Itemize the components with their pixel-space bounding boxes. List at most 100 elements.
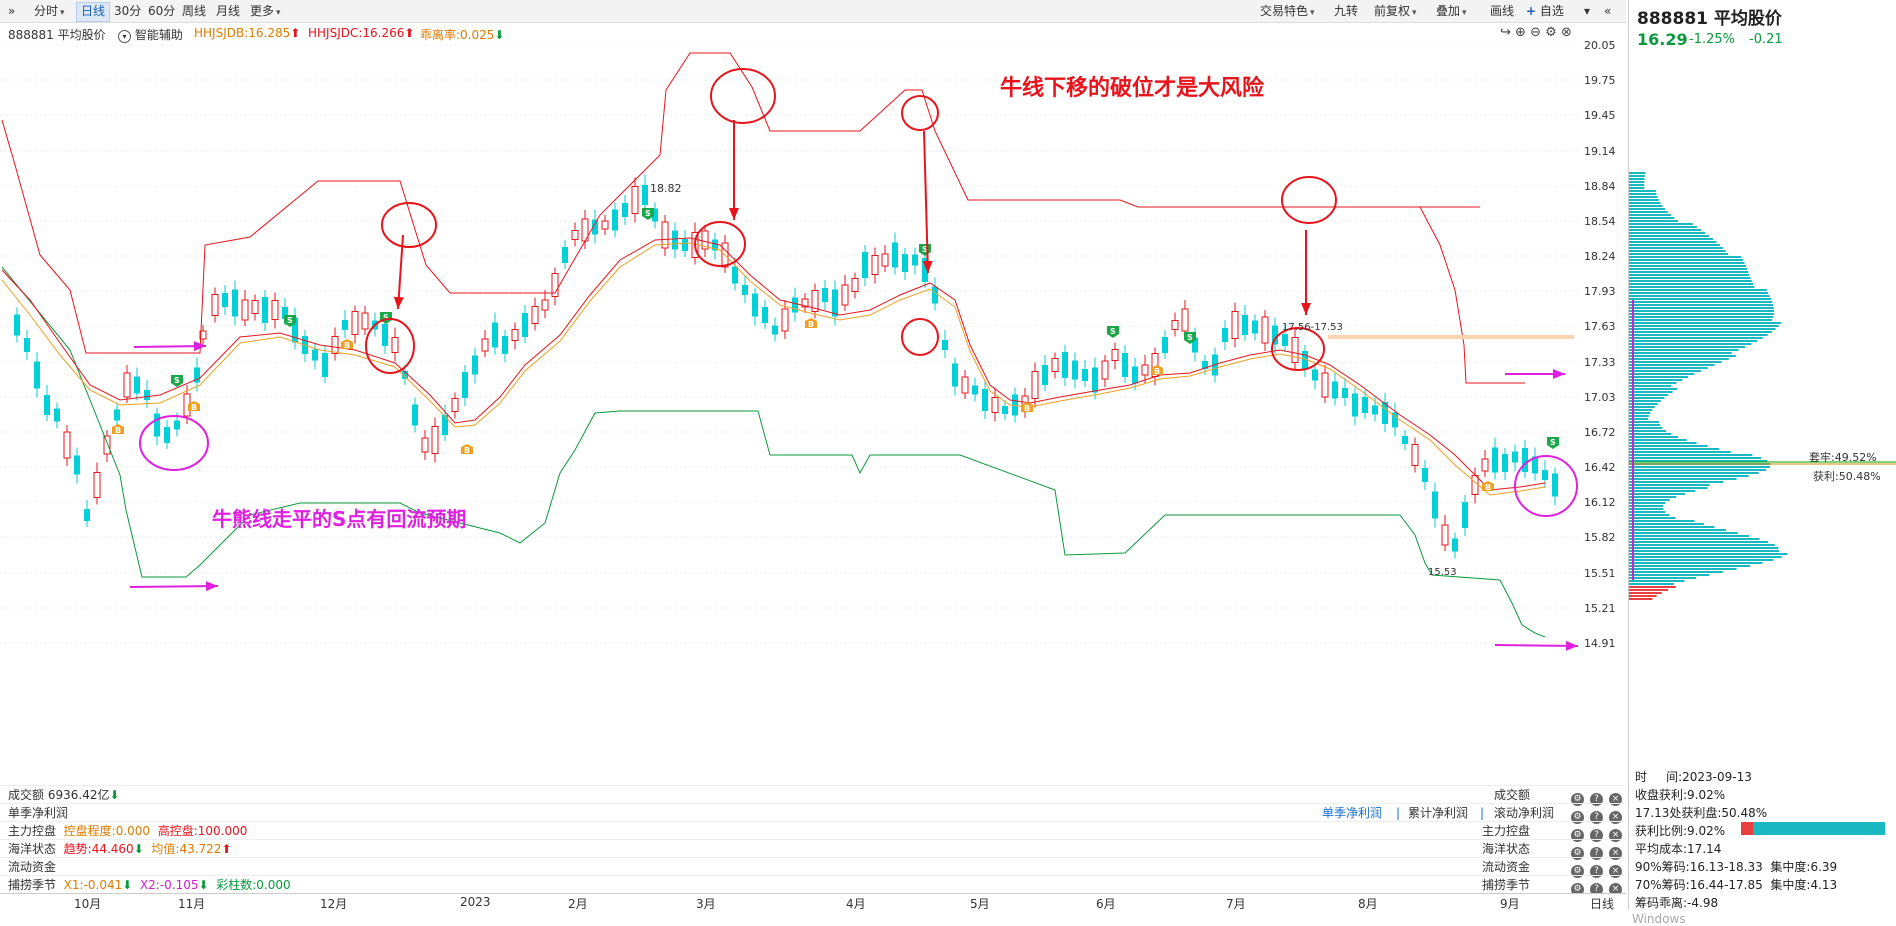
period-monthly-button[interactable]: 月线 [216, 4, 241, 18]
hhjsjdc-value: HHJSJDC:16.266⬆ [308, 26, 415, 40]
candle-body [103, 435, 111, 455]
period-60min-button[interactable]: 60分 [148, 4, 176, 18]
add-watchlist-button[interactable]: + 自选 [1526, 4, 1564, 18]
candle-body [1392, 412, 1398, 428]
annotation-arrow [397, 234, 404, 310]
candle-body [991, 397, 999, 413]
watchlist-dropdown-icon[interactable]: ▾ [1584, 4, 1591, 18]
settings-icon[interactable]: ⚙ [1545, 25, 1557, 40]
range-price-label: 17.56-17.53 [1282, 322, 1343, 333]
help-icon[interactable]: ? [1590, 793, 1603, 806]
candle-body [932, 286, 938, 304]
down-arrow-icon: ⬇ [494, 28, 505, 42]
candle-body [472, 355, 478, 375]
zoom-out-icon[interactable]: ⊖ [1530, 25, 1541, 40]
price-tick: 16.12 [1584, 496, 1616, 509]
overlay-menu[interactable]: 叠加 ▾ [1436, 4, 1467, 18]
chip-bar [1629, 316, 1774, 318]
candle-body [1202, 361, 1208, 369]
signal-letter: S [287, 316, 293, 325]
candle-body [551, 273, 559, 297]
profit-ratio-bar [1741, 822, 1885, 835]
close-icon[interactable]: × [1609, 847, 1622, 860]
chip-bar [1629, 322, 1782, 324]
help-icon[interactable]: ? [1590, 829, 1603, 842]
trapped-ratio: 套牢:49.52% [1809, 451, 1877, 464]
share-icon[interactable]: ↪ [1500, 25, 1511, 40]
period-daily-button[interactable]: 日线 [76, 2, 111, 22]
settings-icon[interactable]: ⚙ [1571, 883, 1584, 896]
close-icon[interactable]: × [1609, 883, 1622, 896]
candle-body [1372, 405, 1378, 415]
signal-letter: B [808, 320, 814, 329]
annotation-circle [365, 318, 415, 374]
chip-bar [1629, 298, 1771, 300]
chip-bar [1629, 307, 1774, 309]
chip-bar [1629, 376, 1689, 378]
bull-line [1, 52, 1525, 384]
chip-bar [1629, 223, 1693, 225]
candle-body [652, 208, 658, 222]
period-30min-button[interactable]: 30分 [114, 4, 142, 18]
chip-bar [1629, 262, 1745, 264]
nine-turn-button[interactable]: 九转 [1334, 4, 1359, 18]
chart-grid [0, 45, 1580, 644]
candle-body [1101, 360, 1109, 380]
collapse-panel-icon[interactable]: « [1604, 4, 1612, 18]
chip-bar [1629, 319, 1773, 321]
close-icon[interactable]: × [1609, 811, 1622, 824]
chip-bar [1629, 550, 1780, 552]
close-icon[interactable]: × [1609, 829, 1622, 842]
chip-bar [1629, 226, 1697, 228]
help-icon[interactable]: ? [1590, 847, 1603, 860]
period-weekly-button[interactable]: 周线 [182, 4, 207, 18]
more-menu-button[interactable]: 更多 ▾ [250, 4, 281, 18]
zoom-in-icon[interactable]: ⊕ [1515, 25, 1526, 40]
kline-chart[interactable]: B B B B B B B B S S S S S S S S 牛线下移的破位才是大风险 牛熊线走平的S点有回… [0, 45, 1580, 785]
close-icon[interactable]: × [1609, 865, 1622, 878]
settings-icon[interactable]: ⚙ [1571, 811, 1584, 824]
profit-ratio: 获利比例:9.02% [1635, 824, 1726, 838]
chip-bar [1629, 379, 1683, 381]
sell-signal-icon [642, 208, 654, 220]
adjust-menu[interactable]: 前复权 ▾ [1374, 4, 1417, 18]
smart-assist-toggle[interactable]: ▾ 智能辅助 [118, 26, 183, 43]
annotation-circle [1281, 176, 1337, 224]
candle-body [1282, 334, 1288, 346]
chip-bar [1629, 430, 1666, 432]
chip-bar [1629, 250, 1726, 252]
settings-icon[interactable]: ⚙ [1571, 829, 1584, 842]
chip-bar [1629, 466, 1770, 468]
help-icon[interactable]: ? [1590, 811, 1603, 824]
link-rolling-profit[interactable]: 滚动净利润 [1494, 806, 1555, 820]
close-icon[interactable]: × [1609, 793, 1622, 806]
candle-body [1252, 320, 1258, 334]
expand-icon[interactable]: » [8, 4, 16, 18]
candle-body [361, 312, 369, 330]
close-icon[interactable]: ⊗ [1560, 25, 1572, 40]
chip-bar [1629, 364, 1715, 366]
trade-features-menu[interactable]: 交易特色 ▾ [1260, 4, 1315, 18]
price-tick: 14.91 [1584, 637, 1616, 650]
chip-side-bar [1632, 300, 1634, 580]
stock-title: 888881 平均股价 [1637, 9, 1782, 29]
help-icon[interactable]: ? [1590, 883, 1603, 896]
month-label: 4月 [846, 897, 866, 911]
annotation-arrow [1494, 644, 1579, 647]
hhjsjdb-value: HHJSJDB:16.285⬆ [194, 26, 301, 40]
chip-bar [1629, 346, 1746, 348]
help-icon[interactable]: ? [1590, 865, 1603, 878]
chip-bar [1629, 460, 1768, 462]
link-quarterly-profit[interactable]: 单季净利润 [1322, 806, 1383, 820]
draw-line-button[interactable]: 画线 [1490, 4, 1515, 18]
candle-body [762, 307, 768, 323]
link-cumulative-profit[interactable]: 累计净利润 [1408, 806, 1469, 820]
settings-icon[interactable]: ⚙ [1571, 793, 1584, 806]
settings-icon[interactable]: ⚙ [1571, 865, 1584, 878]
candle-body [14, 314, 20, 336]
period-minute-button[interactable]: 分时 ▾ [34, 4, 65, 18]
current-price: 16.29 [1637, 30, 1688, 49]
chip-bar [1629, 256, 1742, 258]
candle-body [792, 297, 798, 313]
settings-icon[interactable]: ⚙ [1571, 847, 1584, 860]
